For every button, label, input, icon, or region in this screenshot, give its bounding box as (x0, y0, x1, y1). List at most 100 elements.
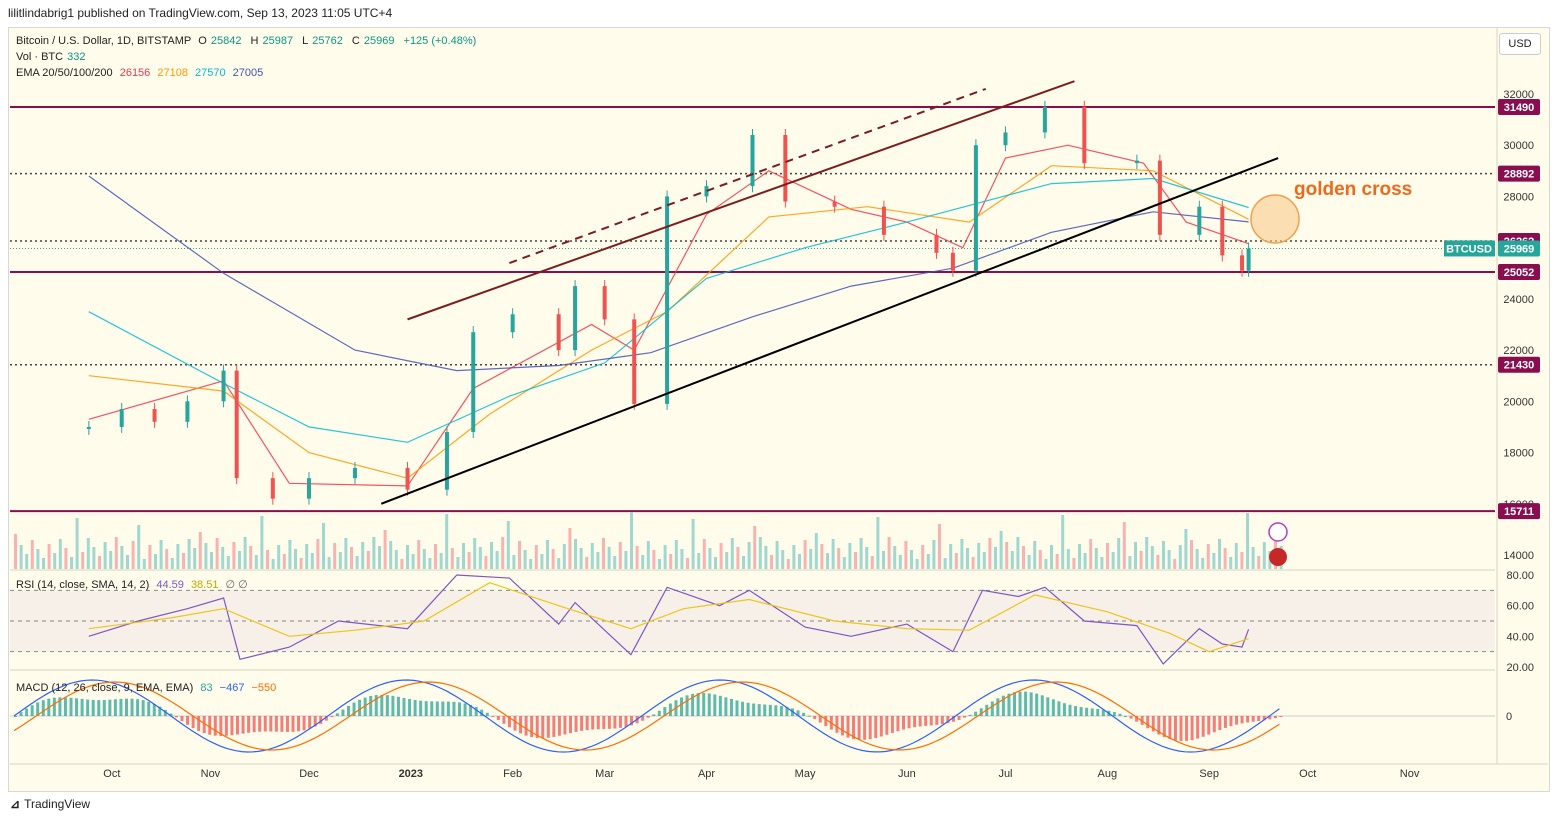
macd-histogram-bar (1046, 697, 1050, 716)
volume-bar (1212, 553, 1216, 569)
volume-bar (299, 558, 303, 569)
macd-histogram-bar (602, 716, 606, 730)
macd-histogram-bar (158, 706, 162, 716)
volume-bar (495, 551, 499, 569)
volume-bar (277, 545, 281, 569)
volume-bar (30, 540, 34, 569)
legend-volume[interactable]: Vol · BTC 332 (16, 51, 86, 63)
candle-body (1197, 206, 1202, 235)
candle-body (270, 478, 275, 499)
volume-bar (176, 544, 180, 569)
volume-bar (142, 559, 146, 569)
volume-bar (221, 547, 225, 569)
volume-bar (378, 546, 381, 569)
macd-histogram-bar (452, 701, 456, 716)
legend-symbol[interactable]: Bitcoin / U.S. Dollar, 1D, BITSTAMP (16, 35, 192, 47)
macd-histogram-bar (258, 716, 262, 732)
volume-bar (204, 543, 208, 569)
ema-line-ema-200 (88, 175, 1249, 372)
candle-body (405, 467, 410, 490)
legend-ohlc: O 25842 H 25987 L 25762 C 25969 +125 (+0.48%… (198, 35, 477, 47)
macd-histogram-bar (147, 701, 151, 716)
macd-histogram-bar (413, 699, 417, 716)
macd-histogram-bar (108, 699, 112, 716)
macd-histogram-bar (152, 703, 156, 716)
level-label: 25052 (1504, 267, 1535, 279)
volume-bar (25, 554, 29, 569)
volume-bar (92, 547, 96, 569)
macd-histogram-bar (25, 708, 29, 716)
golden-cross-annotation: golden cross (1294, 179, 1413, 200)
macd-histogram-bar (1268, 716, 1272, 720)
level-label-bg (1498, 165, 1540, 182)
legend-macd[interactable]: MACD (12, 26, close, 9, EMA, EMA) 83 −46… (16, 682, 277, 694)
volume-bar (473, 538, 477, 569)
volume-bar (887, 537, 891, 569)
volume-bar (316, 539, 320, 569)
level-label-bg (1498, 263, 1540, 280)
macd-histogram-bar (1057, 701, 1061, 716)
volume-bar (1117, 538, 1121, 569)
macd-histogram-bar (330, 716, 334, 718)
macd-histogram-bar (1001, 695, 1005, 716)
macd-histogram-bar (1062, 703, 1066, 716)
macd-histogram-bar (896, 716, 900, 732)
macd-histogram-bar (219, 716, 223, 736)
legend-ema[interactable]: EMA 20/50/100/200 26156 27108 27570 2700… (16, 67, 264, 79)
footer-brand[interactable]: ⊿ TradingView (10, 797, 91, 811)
time-tick-label: Jul (998, 768, 1012, 780)
price-tick-label: 32000 (1503, 89, 1534, 101)
rsi-band-bg (10, 590, 1495, 652)
macd-histogram-bar (591, 716, 595, 730)
macd-histogram-bar (691, 693, 695, 716)
volume-bar (1094, 548, 1098, 569)
volume-bar (915, 559, 919, 569)
volume-bar (394, 550, 398, 569)
macd-histogram-bar (546, 716, 550, 738)
volume-bar (534, 545, 538, 569)
time-tick-label: Jun (898, 768, 916, 780)
macd-histogram-bar (696, 693, 700, 716)
volume-bar (730, 538, 734, 569)
volume-bar (42, 558, 45, 569)
volume-bar (305, 544, 309, 569)
volume-bar (932, 540, 936, 569)
volume-bar (753, 526, 757, 569)
chart-frame[interactable] (8, 27, 1550, 792)
legend-rsi[interactable]: RSI (14, close, SMA, 14, 2) 44.59 38.51 … (16, 579, 248, 591)
macd-histogram-bar (380, 694, 384, 716)
price-tick-label: 14000 (1503, 550, 1534, 562)
macd-histogram-bar (796, 710, 800, 716)
macd-histogram-bar (1029, 692, 1033, 716)
macd-histogram-bar (208, 716, 212, 735)
macd-histogram-bar (191, 716, 195, 729)
symbol-label: BTCUSD (1446, 243, 1492, 255)
volume-bar (714, 557, 717, 569)
volume-bar (865, 547, 869, 569)
volume-bar (462, 543, 465, 569)
volume-bar (266, 550, 269, 569)
macd-histogram-bar (918, 716, 922, 727)
macd-histogram-bar (197, 716, 201, 731)
volume-bar (719, 543, 723, 569)
candle-body (881, 206, 886, 235)
volume-bar (1178, 545, 1182, 569)
macd-histogram-bar (1168, 716, 1172, 740)
volume-bar (652, 550, 656, 569)
macd-histogram-bar (763, 704, 767, 716)
time-tick-label: Nov (1400, 768, 1420, 780)
volume-bar (786, 559, 790, 569)
macd-histogram-bar (580, 716, 584, 731)
macd-histogram-bar (1129, 716, 1133, 719)
volume-bar (372, 537, 376, 569)
volume-bar (232, 542, 236, 569)
volume-bar (814, 533, 818, 569)
volume-bar (1022, 546, 1025, 569)
macd-histogram-bar (358, 699, 362, 716)
time-tick-label: 2023 (399, 768, 423, 780)
macd-histogram-bar (907, 716, 911, 729)
currency-button[interactable]: USD (1499, 33, 1541, 55)
macd-histogram-bar (91, 699, 95, 716)
macd-histogram-bar (1251, 716, 1255, 722)
